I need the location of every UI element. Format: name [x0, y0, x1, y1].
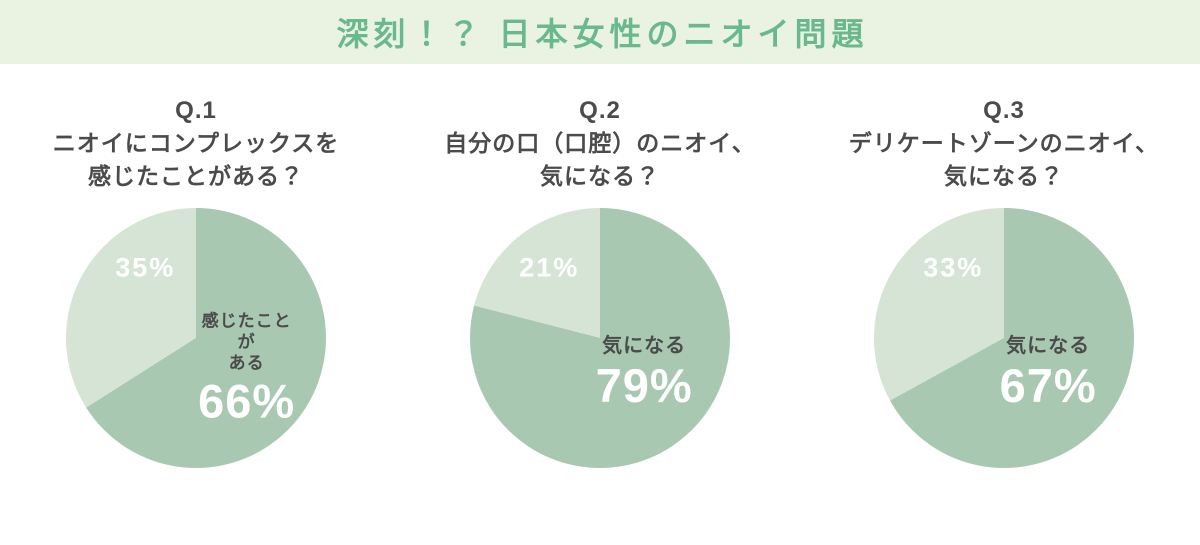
survey-panel-q3: Q.3 デリケートゾーンのニオイ、 気になる？ 33% 気になる 67% — [810, 94, 1198, 468]
main-slice-percent: 66% — [198, 374, 296, 428]
pie-chart-q2: 21% 気になる 79% — [470, 208, 730, 468]
title-banner: 深刻！？ 日本女性のニオイ問題 — [0, 0, 1200, 64]
question-heading-q2: Q.2 自分の口（口腔）のニオイ、 気になる？ — [406, 94, 794, 193]
main-slice-percent: 79% — [595, 358, 693, 412]
question-text: 自分の口（口腔）のニオイ、 気になる？ — [444, 130, 756, 189]
survey-panel-q1: Q.1 ニオイにコンプレックスを 感じたことがある？ 35% 感じたことが ある… — [2, 94, 390, 468]
main-slice-percent: 67% — [999, 358, 1097, 412]
minor-slice-percent: 35% — [115, 252, 176, 283]
main-slice-label: 気になる — [602, 334, 687, 357]
minor-slice-percent: 33% — [923, 252, 984, 283]
question-number: Q.1 — [175, 97, 217, 124]
main-slice-label: 感じたことが ある — [201, 311, 292, 373]
minor-slice-percent: 21% — [519, 252, 580, 283]
pie-chart-q3: 33% 気になる 67% — [874, 208, 1134, 468]
question-text: デリケートゾーンのニオイ、 気になる？ — [848, 130, 1160, 189]
odor-survey-infographic: 深刻！？ 日本女性のニオイ問題 Q.1 ニオイにコンプレックスを 感じたことがあ… — [0, 0, 1200, 468]
question-heading-q3: Q.3 デリケートゾーンのニオイ、 気になる？ — [810, 94, 1198, 193]
question-heading-q1: Q.1 ニオイにコンプレックスを 感じたことがある？ — [2, 94, 390, 193]
main-slice-callout: 感じたことが ある 66% — [198, 310, 295, 425]
page-title: 深刻！？ 日本女性のニオイ問題 — [336, 16, 869, 52]
question-number: Q.2 — [579, 97, 621, 124]
main-slice-callout: 気になる 67% — [1000, 334, 1097, 410]
charts-row: Q.1 ニオイにコンプレックスを 感じたことがある？ 35% 感じたことが ある… — [0, 64, 1200, 468]
main-slice-callout: 気になる 79% — [596, 334, 693, 410]
question-number: Q.3 — [983, 97, 1025, 124]
main-slice-label: 気になる — [1006, 334, 1091, 357]
pie-chart-q1: 35% 感じたことが ある 66% — [66, 208, 326, 468]
survey-panel-q2: Q.2 自分の口（口腔）のニオイ、 気になる？ 21% 気になる 79% — [406, 94, 794, 468]
question-text: ニオイにコンプレックスを 感じたことがある？ — [52, 130, 340, 189]
